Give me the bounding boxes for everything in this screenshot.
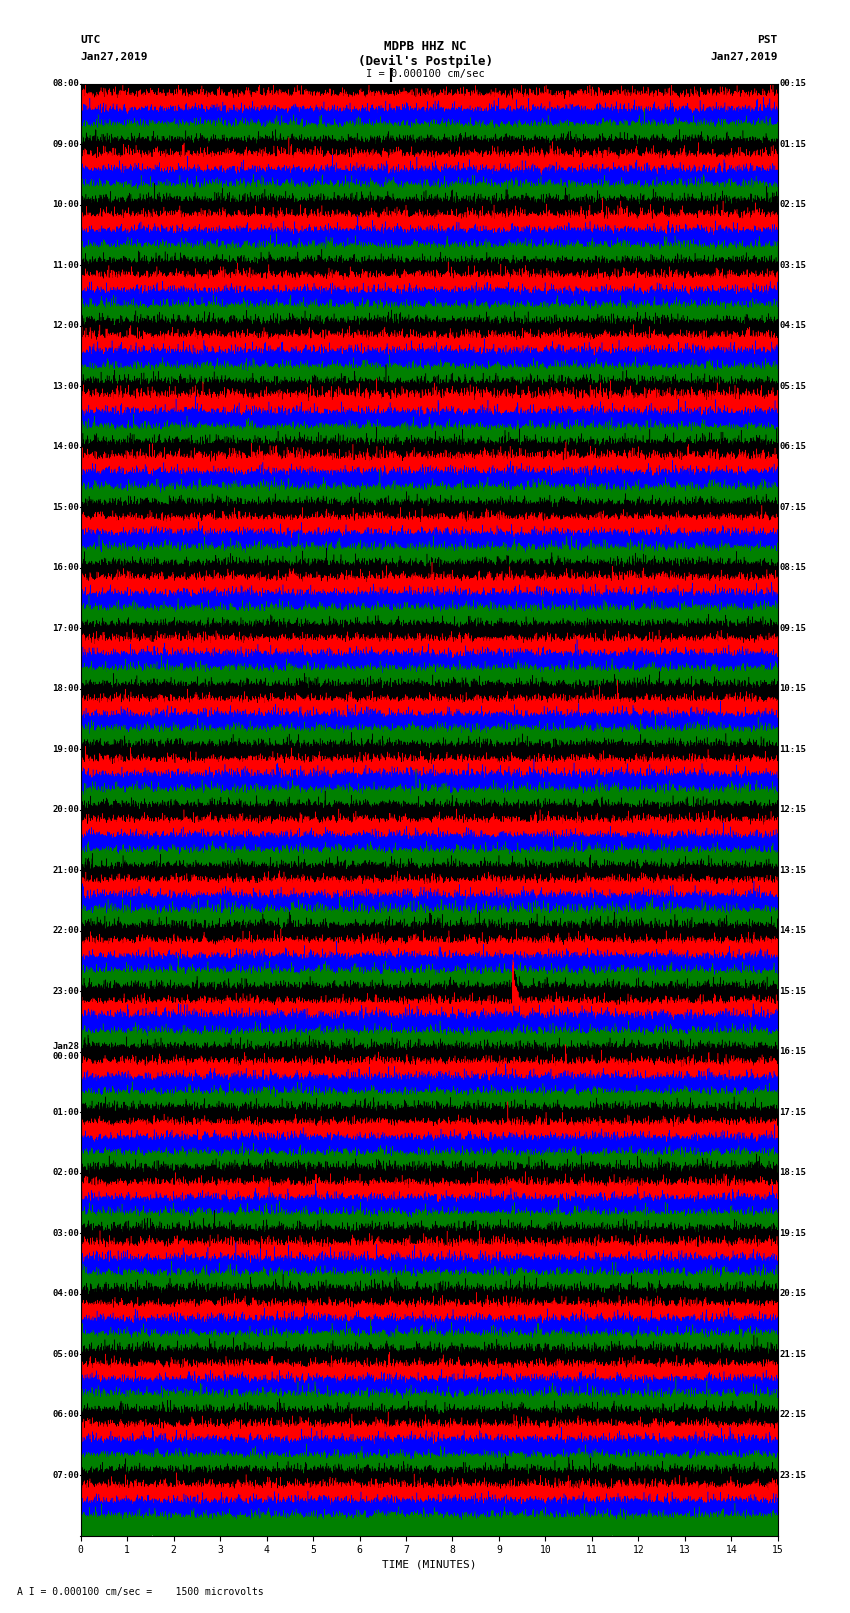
Text: 20:15: 20:15 [779,1289,806,1298]
Text: 03:00: 03:00 [53,1229,79,1237]
Text: 07:15: 07:15 [779,503,806,511]
Text: 08:15: 08:15 [779,563,806,573]
Text: 02:00: 02:00 [53,1168,79,1177]
Text: 17:15: 17:15 [779,1108,806,1116]
Text: 23:15: 23:15 [779,1471,806,1479]
Text: 12:00: 12:00 [53,321,79,331]
Text: MDPB HHZ NC: MDPB HHZ NC [383,40,467,53]
Text: 11:15: 11:15 [779,745,806,753]
Text: UTC: UTC [81,35,101,45]
Text: 05:00: 05:00 [53,1350,79,1358]
Text: Jan27,2019: Jan27,2019 [711,52,778,61]
Text: 12:15: 12:15 [779,805,806,815]
Text: 13:00: 13:00 [53,382,79,390]
Text: 06:00: 06:00 [53,1410,79,1419]
Text: 14:15: 14:15 [779,926,806,936]
Text: PST: PST [757,35,778,45]
Text: 08:00: 08:00 [53,79,79,89]
Text: A I = 0.000100 cm/sec =    1500 microvolts: A I = 0.000100 cm/sec = 1500 microvolts [17,1587,264,1597]
Text: 14:00: 14:00 [53,442,79,452]
Text: 15:15: 15:15 [779,987,806,995]
Text: 23:00: 23:00 [53,987,79,995]
Text: 03:15: 03:15 [779,261,806,269]
Text: 21:15: 21:15 [779,1350,806,1358]
Text: 13:15: 13:15 [779,866,806,874]
Text: 04:00: 04:00 [53,1289,79,1298]
Text: 01:15: 01:15 [779,140,806,148]
Text: 18:15: 18:15 [779,1168,806,1177]
Text: 15:00: 15:00 [53,503,79,511]
Text: 19:15: 19:15 [779,1229,806,1237]
Text: 10:15: 10:15 [779,684,806,694]
Text: I = 0.000100 cm/sec: I = 0.000100 cm/sec [366,69,484,79]
Text: 05:15: 05:15 [779,382,806,390]
Text: 16:00: 16:00 [53,563,79,573]
Text: 21:00: 21:00 [53,866,79,874]
Text: (Devil's Postpile): (Devil's Postpile) [358,55,492,68]
Text: 17:00: 17:00 [53,624,79,632]
Text: 07:00: 07:00 [53,1471,79,1479]
Text: 16:15: 16:15 [779,1047,806,1057]
Text: 22:15: 22:15 [779,1410,806,1419]
Text: 09:15: 09:15 [779,624,806,632]
Text: Jan27,2019: Jan27,2019 [81,52,148,61]
Text: 18:00: 18:00 [53,684,79,694]
Text: 19:00: 19:00 [53,745,79,753]
Text: 02:15: 02:15 [779,200,806,210]
Text: 10:00: 10:00 [53,200,79,210]
X-axis label: TIME (MINUTES): TIME (MINUTES) [382,1560,477,1569]
Text: 04:15: 04:15 [779,321,806,331]
Text: 11:00: 11:00 [53,261,79,269]
Text: Jan28
00:00: Jan28 00:00 [53,1042,79,1061]
Text: 00:15: 00:15 [779,79,806,89]
Text: 09:00: 09:00 [53,140,79,148]
Text: 01:00: 01:00 [53,1108,79,1116]
Text: 06:15: 06:15 [779,442,806,452]
Text: 20:00: 20:00 [53,805,79,815]
Text: 22:00: 22:00 [53,926,79,936]
